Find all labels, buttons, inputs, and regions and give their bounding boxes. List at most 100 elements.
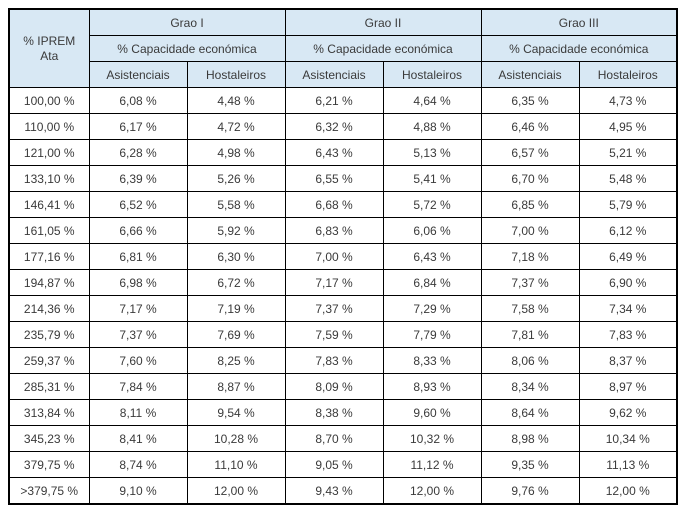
- table-cell-percentage: 9,35 %: [480, 451, 580, 478]
- table-row: 177,16 % 6,81 % 6,30 % 7,00 % 6,43 % 7,18 % 6,…: [8, 243, 678, 270]
- table-cell-percentage: 5,92 %: [186, 217, 286, 244]
- table-cell-percentage: 4,88 %: [382, 113, 482, 140]
- table-cell-percentage: 11,10 %: [186, 451, 286, 478]
- table-cell-percentage: 6,17 %: [88, 113, 188, 140]
- row-header-iprem-value: 313,84 %: [8, 399, 90, 426]
- row-header-iprem-value: 100,00 %: [8, 87, 90, 114]
- row-header-iprem-value: 177,16 %: [8, 243, 90, 270]
- table-cell-percentage: 6,28 %: [88, 139, 188, 166]
- table-cell-percentage: 9,10 %: [88, 477, 188, 505]
- table-cell-percentage: 7,29 %: [382, 295, 482, 322]
- table-cell-percentage: 4,64 %: [382, 87, 482, 114]
- table-cell-percentage: 7,37 %: [284, 295, 384, 322]
- table-row: 100,00 % 6,08 % 4,48 % 6,21 % 4,64 % 6,35 % 4,…: [8, 87, 678, 114]
- table-cell-percentage: 7,58 %: [480, 295, 580, 322]
- table-cell-percentage: 7,17 %: [284, 269, 384, 296]
- group-header-grao-iii: Grao III: [480, 8, 678, 36]
- table-row: 121,00 % 6,28 % 4,98 % 6,43 % 5,13 % 6,57 % 5,…: [8, 139, 678, 166]
- table-cell-percentage: 7,34 %: [578, 295, 678, 322]
- table-cell-percentage: 6,39 %: [88, 165, 188, 192]
- table-cell-percentage: 6,90 %: [578, 269, 678, 296]
- table-cell-percentage: 4,98 %: [186, 139, 286, 166]
- table-cell-percentage: 8,74 %: [88, 451, 188, 478]
- row-header-iprem-value: 194,87 %: [8, 269, 90, 296]
- table-cell-percentage: 6,52 %: [88, 191, 188, 218]
- table-row: 235,79 % 7,37 % 7,69 % 7,59 % 7,79 % 7,81 % 7,…: [8, 321, 678, 348]
- table-cell-percentage: 12,00 %: [186, 477, 286, 505]
- table-row: 259,37 % 7,60 % 8,25 % 7,83 % 8,33 % 8,06 % 8,…: [8, 347, 678, 374]
- table-cell-percentage: 6,70 %: [480, 165, 580, 192]
- table-cell-percentage: 8,11 %: [88, 399, 188, 426]
- table-cell-percentage: 9,05 %: [284, 451, 384, 478]
- table-row: 214,36 % 7,17 % 7,19 % 7,37 % 7,29 % 7,58 % 7,…: [8, 295, 678, 322]
- table-row: 379,75 % 8,74 % 11,10 % 9,05 % 11,12 % 9,35 %…: [8, 451, 678, 478]
- table-cell-percentage: 7,60 %: [88, 347, 188, 374]
- column-header-asistenciais: Asistenciais: [88, 61, 188, 88]
- table-cell-percentage: 6,35 %: [480, 87, 580, 114]
- table-cell-percentage: 7,59 %: [284, 321, 384, 348]
- table-cell-percentage: 7,83 %: [578, 321, 678, 348]
- row-header-iprem-value: 345,23 %: [8, 425, 90, 452]
- table-cell-percentage: 4,48 %: [186, 87, 286, 114]
- column-header-hostaleiros: Hostaleiros: [186, 61, 286, 88]
- table-cell-percentage: 8,09 %: [284, 373, 384, 400]
- subgroup-header-capacidade-3: % Capacidade económica: [480, 35, 678, 62]
- table-cell-percentage: 6,57 %: [480, 139, 580, 166]
- table-cell-percentage: 8,41 %: [88, 425, 188, 452]
- table-row: 110,00 % 6,17 % 4,72 % 6,32 % 4,88 % 6,46 % 4,…: [8, 113, 678, 140]
- header-row-capacidade: % Capacidade económica % Capacidade econ…: [9, 35, 678, 62]
- table-cell-percentage: 10,32 %: [382, 425, 482, 452]
- table-cell-percentage: 6,46 %: [480, 113, 580, 140]
- table-row: 285,31 % 7,84 % 8,87 % 8,09 % 8,93 % 8,34 % 8,…: [8, 373, 678, 400]
- row-header-iprem-value: 110,00 %: [8, 113, 90, 140]
- iprem-capacity-table: % IPREM Ata Grao I Grao II Grao III % Ca…: [8, 8, 679, 505]
- table-cell-percentage: 7,37 %: [480, 269, 580, 296]
- table-cell-percentage: 6,43 %: [382, 243, 482, 270]
- table-cell-percentage: 11,12 %: [382, 451, 482, 478]
- table-cell-percentage: 6,43 %: [284, 139, 384, 166]
- table-cell-percentage: 8,97 %: [578, 373, 678, 400]
- table-cell-percentage: 11,13 %: [578, 451, 678, 478]
- column-header-hostaleiros: Hostaleiros: [578, 61, 678, 88]
- table-cell-percentage: 6,06 %: [382, 217, 482, 244]
- table-cell-percentage: 5,13 %: [382, 139, 482, 166]
- table-cell-percentage: 8,06 %: [480, 347, 580, 374]
- table-cell-percentage: 6,66 %: [88, 217, 188, 244]
- table-cell-percentage: 8,33 %: [382, 347, 482, 374]
- row-header-iprem-value: 121,00 %: [8, 139, 90, 166]
- row-header-iprem-value: 235,79 %: [8, 321, 90, 348]
- table-cell-percentage: 8,98 %: [480, 425, 580, 452]
- table-cell-percentage: 9,43 %: [284, 477, 384, 505]
- subgroup-header-capacidade-1: % Capacidade económica: [88, 35, 286, 62]
- row-header-iprem-value: 379,75 %: [8, 451, 90, 478]
- table-cell-percentage: 6,21 %: [284, 87, 384, 114]
- column-header-asistenciais: Asistenciais: [284, 61, 384, 88]
- table-cell-percentage: 6,49 %: [578, 243, 678, 270]
- header-row-groups: % IPREM Ata Grao I Grao II Grao III: [8, 8, 678, 88]
- table-cell-percentage: 9,76 %: [480, 477, 580, 505]
- table-cell-percentage: 6,12 %: [578, 217, 678, 244]
- table-cell-percentage: 7,00 %: [480, 217, 580, 244]
- table-cell-percentage: 5,72 %: [382, 191, 482, 218]
- table-cell-percentage: 10,28 %: [186, 425, 286, 452]
- column-header-asistenciais: Asistenciais: [480, 61, 580, 88]
- row-header-iprem-value: 161,05 %: [8, 217, 90, 244]
- row-header-iprem-value: 214,36 %: [8, 295, 90, 322]
- group-header-grao-ii: Grao II: [284, 8, 482, 36]
- table-cell-percentage: 6,81 %: [88, 243, 188, 270]
- table-cell-percentage: 6,98 %: [88, 269, 188, 296]
- table-cell-percentage: 6,72 %: [186, 269, 286, 296]
- row-header-iprem-value: 259,37 %: [8, 347, 90, 374]
- table-cell-percentage: 6,08 %: [88, 87, 188, 114]
- table-cell-percentage: 7,81 %: [480, 321, 580, 348]
- table-row: >379,75 % 9,10 % 12,00 % 9,43 % 12,00 % 9,76 …: [8, 477, 678, 505]
- table-row: 161,05 % 6,66 % 5,92 % 6,83 % 6,06 % 7,00 % 6,…: [8, 217, 678, 244]
- table-cell-percentage: 9,54 %: [186, 399, 286, 426]
- group-header-grao-i: Grao I: [88, 8, 286, 36]
- table-cell-percentage: 6,55 %: [284, 165, 384, 192]
- table-cell-percentage: 5,48 %: [578, 165, 678, 192]
- table-cell-percentage: 4,72 %: [186, 113, 286, 140]
- table-cell-percentage: 6,30 %: [186, 243, 286, 270]
- table-cell-percentage: 7,37 %: [88, 321, 188, 348]
- table-header: % IPREM Ata Grao I Grao II Grao III % Ca…: [8, 8, 678, 88]
